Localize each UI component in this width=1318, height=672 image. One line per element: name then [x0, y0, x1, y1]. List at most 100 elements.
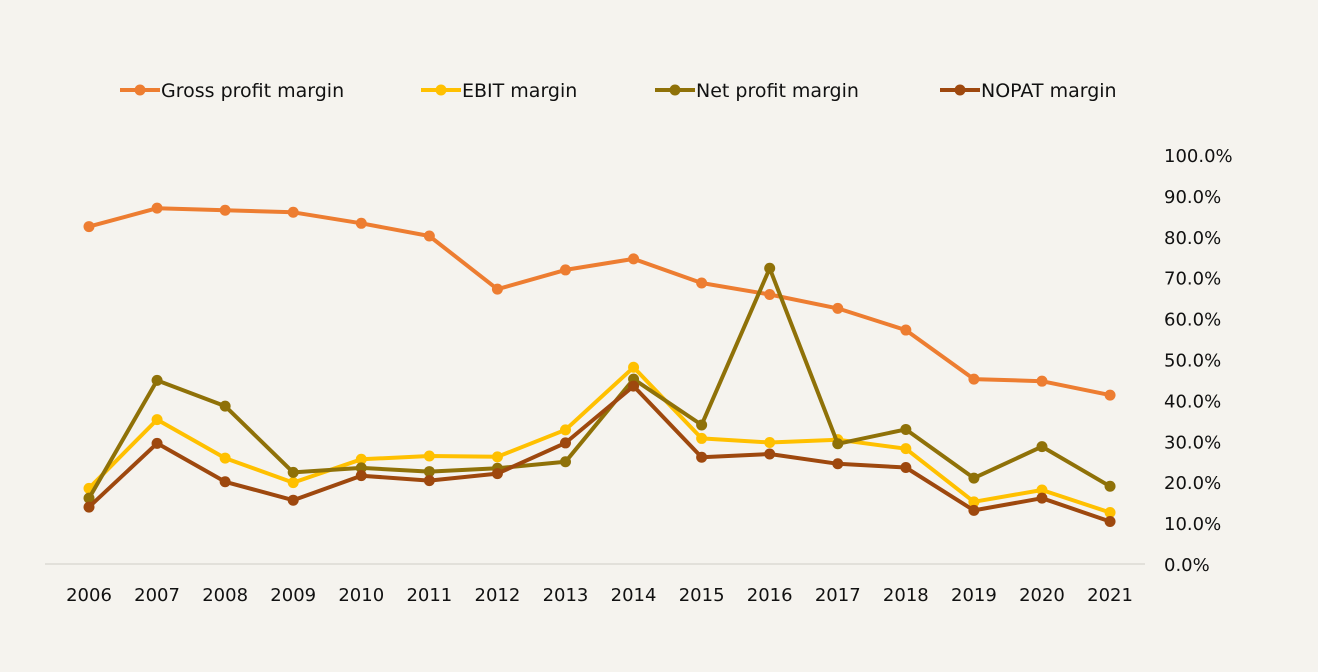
legend-label: Gross profit margin — [161, 80, 344, 102]
x-tick-label: 2013 — [543, 585, 589, 606]
data-point — [219, 204, 231, 216]
y-tick-label: 80.0% — [1164, 228, 1221, 249]
data-point — [219, 476, 231, 488]
data-point — [968, 373, 980, 385]
data-point — [151, 202, 163, 214]
data-point — [764, 288, 776, 300]
data-point — [423, 450, 435, 462]
x-tick-label: 2011 — [406, 585, 452, 606]
legend-item: NOPAT margin — [940, 80, 1117, 102]
data-point — [764, 437, 776, 449]
data-point — [559, 456, 571, 468]
y-tick-label: 70.0% — [1164, 269, 1221, 290]
x-tick-label: 2010 — [338, 585, 384, 606]
data-point — [900, 443, 912, 455]
data-point — [1104, 389, 1116, 401]
data-point — [83, 501, 95, 513]
legend-label: NOPAT margin — [981, 80, 1117, 102]
y-tick-label: 10.0% — [1164, 514, 1221, 535]
data-point — [968, 504, 980, 516]
data-point — [355, 470, 367, 482]
legend-point-marker — [669, 84, 681, 96]
data-point — [287, 466, 299, 478]
y-tick-label: 40.0% — [1164, 391, 1221, 412]
y-tick-label: 20.0% — [1164, 473, 1221, 494]
data-point — [423, 230, 435, 242]
x-tick-label: 2006 — [66, 585, 112, 606]
legend-point-marker — [134, 84, 146, 96]
legend-point-marker — [435, 84, 447, 96]
x-tick-label: 2021 — [1087, 585, 1133, 606]
data-point — [83, 221, 95, 233]
data-point — [696, 277, 708, 289]
axes: 100.0% 90.0% 80.0% 70.0% 60.0% 50.0% 40.0% 30.0… — [45, 146, 1233, 606]
data-point — [900, 324, 912, 336]
data-point — [696, 432, 708, 444]
data-point — [696, 451, 708, 463]
x-tick-label: 2018 — [883, 585, 929, 606]
series-1 — [83, 361, 1116, 518]
y-tick-label: 60.0% — [1164, 310, 1221, 331]
data-point — [559, 437, 571, 449]
data-point — [628, 253, 640, 265]
x-tick-label: 2017 — [815, 585, 861, 606]
legend-label: EBIT margin — [462, 80, 577, 102]
data-point — [696, 419, 708, 431]
series-2 — [83, 262, 1116, 504]
data-point — [1104, 515, 1116, 527]
data-point — [491, 468, 503, 480]
data-point — [559, 424, 571, 436]
x-tick-label: 2014 — [611, 585, 657, 606]
series-line — [87, 266, 1112, 501]
series-0 — [83, 202, 1116, 401]
series-line — [87, 365, 1112, 515]
x-tick-label: 2007 — [134, 585, 180, 606]
data-point — [900, 423, 912, 435]
y-tick-label: 100.0% — [1164, 146, 1233, 167]
series-3 — [83, 380, 1116, 527]
data-point — [900, 461, 912, 473]
data-point — [219, 452, 231, 464]
x-tick-label: 2008 — [202, 585, 248, 606]
legend: Gross profit margin EBIT margin Net profit… — [120, 80, 1117, 102]
data-point — [1036, 441, 1048, 453]
data-point — [83, 492, 95, 504]
data-point — [491, 451, 503, 463]
data-point — [355, 453, 367, 465]
data-point — [1104, 480, 1116, 492]
y-tick-label: 50.0% — [1164, 351, 1221, 372]
legend-label: Net profit margin — [696, 80, 859, 102]
x-tick-label: 2012 — [475, 585, 521, 606]
data-point — [1036, 484, 1048, 496]
data-point — [832, 458, 844, 470]
data-point — [1036, 375, 1048, 387]
data-point — [151, 414, 163, 426]
legend-item: Gross profit margin — [120, 80, 344, 102]
series-line — [87, 384, 1112, 524]
series-layer — [83, 202, 1116, 527]
data-point — [355, 217, 367, 229]
x-tick-label: 2019 — [951, 585, 997, 606]
data-point — [151, 437, 163, 449]
data-point — [559, 264, 571, 276]
data-point — [832, 438, 844, 450]
data-point — [764, 448, 776, 460]
data-point — [151, 374, 163, 386]
data-point — [491, 283, 503, 295]
data-point — [423, 466, 435, 478]
data-point — [1036, 492, 1048, 504]
data-point — [628, 380, 640, 392]
legend-item: Net profit margin — [655, 80, 859, 102]
data-point — [287, 477, 299, 489]
data-point — [628, 361, 640, 373]
data-point — [764, 262, 776, 274]
y-tick-label: 30.0% — [1164, 432, 1221, 453]
data-point — [287, 206, 299, 218]
data-point — [287, 494, 299, 506]
data-point — [832, 302, 844, 314]
data-point — [219, 400, 231, 412]
x-tick-label: 2015 — [679, 585, 725, 606]
data-point — [1104, 506, 1116, 518]
